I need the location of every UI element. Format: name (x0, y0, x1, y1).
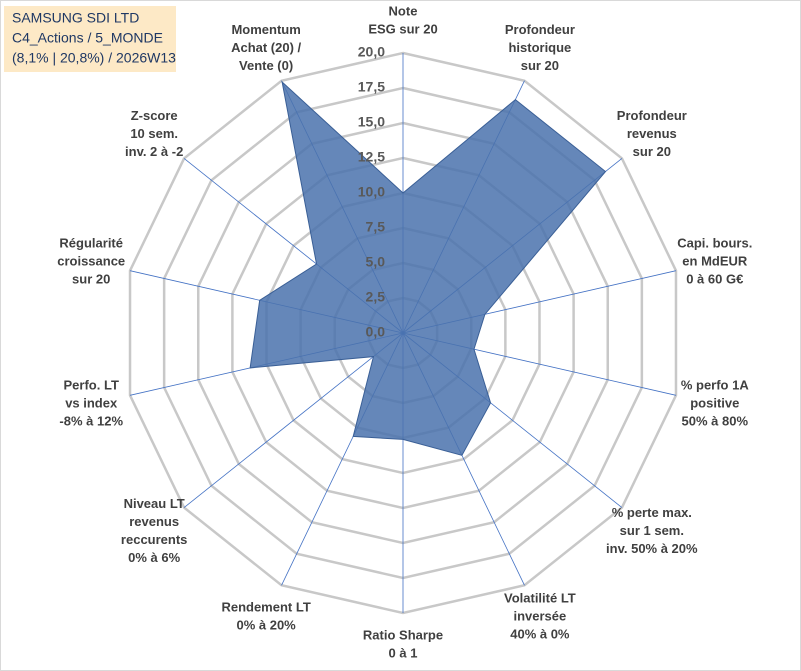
category-label: inv. 50% à 20% (606, 541, 698, 556)
category-label: inversée (513, 609, 566, 624)
category-label: Profondeur (617, 108, 687, 123)
category-label: -8% à 12% (59, 414, 123, 429)
title-box (4, 6, 176, 72)
category-label: ESG sur 20 (368, 21, 437, 36)
axis-spoke (183, 332, 404, 508)
category-label: Capi. bours. (677, 235, 752, 250)
category-label: 0 à 1 (389, 645, 418, 660)
category-label: Régularité (59, 235, 123, 250)
category-label: 0 à 60 G€ (686, 271, 743, 286)
category-label: historique (508, 40, 571, 55)
category-label: revenus (627, 126, 677, 141)
category-label: % perfo 1A (681, 378, 750, 393)
chart-title: SAMSUNG SDI LTD (12, 10, 139, 26)
category-label: positive (690, 396, 739, 411)
chart-title: C4_Actions / 5_MONDE (12, 30, 163, 46)
category-label: vs index (65, 396, 118, 411)
y-tick-label: 2,5 (366, 289, 386, 305)
y-tick-label: 12,5 (358, 149, 385, 165)
category-label: % perte max. (612, 505, 692, 520)
category-label: 50% à 80% (682, 414, 749, 429)
category-label: Niveau LT (124, 496, 185, 511)
category-label: Note (389, 3, 418, 18)
y-tick-label: 15,0 (358, 114, 385, 130)
radar-area (249, 80, 607, 456)
category-label: en MdEUR (682, 253, 748, 268)
category-label: sur 20 (633, 144, 671, 159)
y-tick-label: 0,0 (366, 324, 386, 340)
y-tick-label: 7,5 (366, 219, 386, 235)
category-label: sur 20 (521, 58, 559, 73)
y-tick-label: 17,5 (358, 79, 385, 95)
category-label: 10 sem. (130, 126, 178, 141)
y-tick-label: 5,0 (366, 254, 386, 270)
category-label: Volatilité LT (504, 591, 576, 606)
category-label: 40% à 0% (510, 627, 570, 642)
category-label: Momentum (231, 22, 300, 37)
category-label: sur 20 (72, 271, 110, 286)
category-label: Profondeur (505, 22, 575, 37)
category-label: reccurents (121, 532, 187, 547)
category-label: Achat (20) / (231, 40, 301, 55)
category-label: inv. 2 à -2 (125, 144, 183, 159)
category-label: sur 1 sem. (620, 523, 684, 538)
category-label: revenus (129, 514, 179, 529)
category-label: 0% à 20% (236, 618, 296, 633)
category-label: croissance (57, 253, 125, 268)
category-label: 0% à 6% (128, 550, 180, 565)
y-tick-label: 10,0 (358, 184, 385, 200)
category-label: Rendement LT (221, 600, 310, 615)
chart-title: (8,1% | 20,8%) / 2026W13 (12, 50, 176, 66)
category-label: Vente (0) (239, 58, 293, 73)
category-label: Z-score (131, 108, 178, 123)
category-label: Ratio Sharpe (363, 627, 443, 642)
category-label: Perfo. LT (64, 378, 119, 393)
y-tick-label: 20,0 (358, 44, 385, 60)
